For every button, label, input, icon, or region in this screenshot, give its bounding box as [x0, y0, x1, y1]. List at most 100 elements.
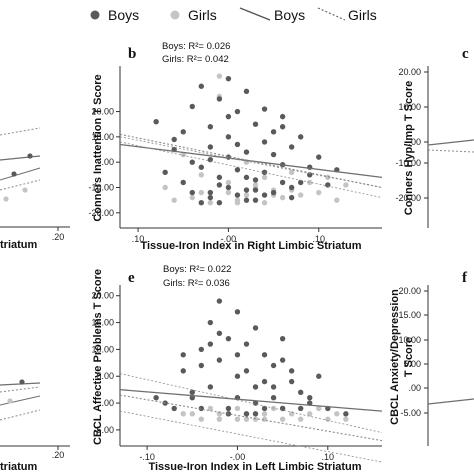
panel-e-point-girls — [288, 411, 295, 417]
panel-e-point-girls — [234, 405, 241, 412]
panel-b-point-boys — [279, 124, 286, 130]
legend-girls-marker — [170, 10, 180, 20]
panel-b-point-boys — [234, 192, 241, 198]
panel-b-point-boys — [270, 151, 277, 158]
panel-b-xlabel: Tissue-Iron Index in Right Limbic Striat… — [140, 240, 361, 252]
panel-b-point-boys — [261, 192, 268, 198]
panel-e-point-boys — [198, 346, 205, 353]
panel-e-ytick-label: 10.00 — [91, 344, 114, 354]
panel-b-point-boys — [252, 187, 259, 193]
panel-b-point-boys — [180, 129, 186, 135]
panel-e-point-boys — [270, 384, 277, 390]
svg-text:.00: .00 — [408, 383, 421, 393]
panel-e-point-boys — [216, 330, 223, 336]
panel-e-point-girls — [261, 411, 268, 417]
panel-e-point-boys — [307, 400, 313, 406]
panel-e-stat-girls: Girls: R²= 0.036 — [163, 278, 230, 289]
panel-e-point-boys — [207, 384, 214, 390]
panel-e-fit-line-boys — [119, 389, 383, 412]
panel-b-fit-line-girls — [119, 133, 383, 189]
panel-e-point-boys — [297, 389, 304, 396]
panel-b-point-boys — [207, 156, 214, 163]
panel-e: e Boys: R²= 0.022 Girls: R²= 0.036 CBCL … — [91, 264, 383, 473]
panel-b-point-boys — [297, 134, 304, 140]
panel-letter-b: b — [128, 46, 136, 62]
panel-b-point-boys — [270, 189, 277, 196]
panel-b-point-girls — [325, 174, 331, 181]
panel-e-point-boys — [261, 378, 268, 385]
panel-b-point-boys — [270, 129, 277, 135]
panel-d-partial: .20 triatum — [0, 379, 70, 473]
panel-b-ytick-label: .00 — [101, 157, 114, 167]
panel-e-point-boys — [243, 368, 250, 374]
panel-b-point-boys — [307, 172, 313, 178]
panel-e-point-boys — [189, 395, 195, 401]
panel-b-ytick-label: -10.00 — [88, 183, 114, 193]
panel-e-point-boys — [216, 357, 223, 363]
svg-text:-10.00: -10.00 — [395, 158, 421, 168]
panel-e-ytick-label: 20.00 — [91, 291, 114, 301]
panel-b-point-boys — [288, 184, 295, 191]
panel-e-point-boys — [207, 341, 214, 347]
panel-b-point-girls — [243, 192, 250, 198]
panel-b-point-boys — [207, 189, 214, 196]
panel-e-point-boys — [252, 384, 259, 390]
panel-b-point-girls — [171, 197, 177, 203]
panel-e-ytick-label: 5.00 — [96, 371, 114, 381]
panel-e-ci-lower — [119, 410, 383, 463]
legend-boys-line — [239, 7, 271, 21]
panel-b-point-boys — [325, 182, 331, 188]
panel-b-point-girls — [198, 172, 205, 178]
panel-b-ytick-label: 10.00 — [91, 132, 114, 142]
panel-b-point-boys — [297, 179, 304, 186]
panel-f-partial: f CBCL Anxiety/Depression T Score 20.00 … — [389, 270, 474, 446]
panel-b-point-boys — [234, 108, 241, 115]
svg-text:10.00: 10.00 — [398, 102, 421, 112]
panel-b-point-boys — [198, 83, 205, 89]
panel-b-point-boys — [288, 194, 295, 201]
panel-e-point-girls — [198, 416, 205, 422]
panel-b-point-girls — [207, 199, 214, 206]
panel-e-point-girls — [343, 416, 349, 422]
panel-b-point-boys — [279, 113, 286, 120]
panel-b-point-girls — [334, 197, 340, 203]
svg-text:10.00: 10.00 — [398, 335, 421, 345]
legend-boys-marker — [90, 10, 100, 20]
panel-e-point-girls — [316, 405, 322, 412]
panel-e-point-girls — [180, 411, 186, 417]
panel-e-point-girls — [334, 411, 340, 417]
panel-e-fit-line-girls — [119, 394, 383, 442]
panel-b-ci-lower — [119, 141, 383, 199]
panel-b-point-girls — [288, 169, 295, 176]
panel-e-point-boys — [153, 395, 159, 401]
panel-e-point-boys — [297, 405, 304, 412]
panel-e-point-girls — [207, 405, 214, 412]
panel-e-xlabel: Tissue-Iron Index in Left Limbic Striatu… — [148, 461, 361, 473]
panel-e-point-boys — [279, 335, 286, 342]
panel-e-point-boys — [343, 411, 349, 417]
panel-b-point-girls — [162, 184, 168, 191]
panel-e-point-girls — [189, 411, 195, 417]
svg-text:Conners Hyp/Imp T Score: Conners Hyp/Imp T Score — [403, 81, 415, 215]
panel-b-xtick-label: .10 — [132, 234, 145, 244]
svg-text:.00: .00 — [408, 137, 421, 147]
panel-e-point-boys — [270, 395, 277, 401]
panel-b-point-boys — [252, 121, 259, 127]
panel-e-point-girls — [307, 411, 313, 417]
panel-b-point-boys — [225, 113, 232, 120]
panel-b-point-boys — [243, 88, 250, 95]
panel-e-point-boys — [180, 352, 186, 358]
panel-b-point-girls — [316, 189, 322, 196]
panel-b-point-boys — [207, 144, 214, 150]
panel-b-point-girls — [180, 151, 186, 158]
panel-b-point-boys — [198, 199, 205, 206]
legend-boys-line-label: Boys — [274, 7, 305, 23]
panel-a-partial: .20 triatum — [0, 127, 70, 251]
panel-e-point-boys — [288, 378, 295, 385]
panel-b-stat-boys: Boys: R²= 0.026 — [162, 41, 230, 52]
panel-b-point-boys — [171, 136, 177, 143]
panel-b-point-boys — [252, 197, 259, 203]
panel-b-point-girls — [261, 174, 268, 181]
panel-b-point-boys — [243, 187, 250, 193]
